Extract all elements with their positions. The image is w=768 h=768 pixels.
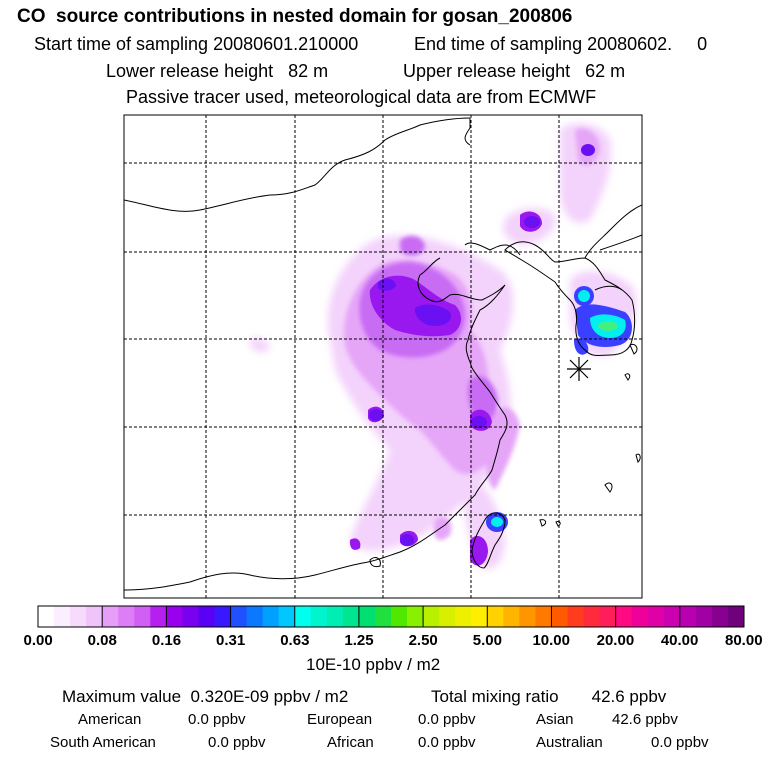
colorbar-unit: 10E-10 ppbv / m2 — [306, 655, 441, 674]
plume-korea-green — [598, 321, 618, 331]
colorbar-swatch — [471, 606, 488, 627]
american-value: 0.0 ppbv — [188, 711, 246, 728]
colorbar-swatch — [294, 606, 312, 627]
start-time-label: Start time of sampling 20080601.210000 — [34, 34, 359, 54]
colorbar-tick-label: 20.00 — [596, 632, 635, 649]
colorbar-tick-label: 0.63 — [280, 632, 310, 649]
colorbar-swatch — [166, 606, 183, 627]
colorbar-swatch — [503, 606, 520, 627]
colorbar-swatch — [391, 606, 408, 627]
south-american-value: 0.0 ppbv — [208, 734, 266, 751]
colorbar-swatch — [439, 606, 456, 627]
asian-value: 42.6 ppbv — [612, 711, 678, 728]
colorbar-swatch — [102, 606, 119, 627]
colorbar-swatch — [711, 606, 729, 627]
colorbar-swatch — [407, 606, 424, 627]
colorbar-swatch — [567, 606, 585, 627]
african-value: 0.0 ppbv — [418, 734, 476, 751]
colorbar-swatch — [663, 606, 681, 627]
colorbar-swatch — [246, 606, 264, 627]
colorbar-tick-label: 40.00 — [660, 632, 699, 649]
colorbar-swatch — [230, 606, 248, 627]
european-label: European — [307, 711, 373, 728]
colorbar-swatch — [519, 606, 536, 627]
colorbar-swatch — [647, 606, 665, 627]
coastlines — [124, 117, 642, 591]
colorbar-swatch — [551, 606, 568, 627]
colorbar-swatch — [198, 606, 215, 627]
tracer-note: Passive tracer used, meteorological data… — [126, 87, 597, 107]
receptor-marker-icon — [567, 357, 591, 381]
colorbar-swatch — [278, 606, 296, 627]
colorbar-tick-label: 0.31 — [216, 632, 246, 649]
lower-release-label: Lower release height 82 m — [106, 61, 329, 81]
colorbar-tick-label: 10.00 — [532, 632, 570, 649]
colorbar-swatch — [631, 606, 649, 627]
colorbar-swatch — [583, 606, 601, 627]
colorbar-swatch — [118, 606, 135, 627]
colorbar-swatch — [214, 606, 232, 627]
plume-layer — [250, 123, 637, 569]
colorbar-swatch — [262, 606, 280, 627]
colorbar-swatch — [695, 606, 713, 627]
australian-label: Australian — [536, 734, 603, 751]
colorbar-swatch — [535, 606, 552, 627]
end-time-label: End time of sampling 20080602. 0 — [414, 34, 708, 54]
colorbar-tick-label: 80.00 — [725, 632, 763, 649]
colorbar-swatch — [342, 606, 360, 627]
colorbar-swatch — [727, 606, 745, 627]
colorbar-swatch — [679, 606, 697, 627]
colorbar-tick-label: 0.08 — [87, 632, 117, 649]
colorbar-swatch — [599, 606, 617, 627]
colorbar-swatch — [38, 606, 55, 627]
chart-title: CO source contributions in nested domain… — [17, 6, 573, 27]
total-mixing-ratio: Total mixing ratio 42.6 ppbv — [431, 687, 667, 706]
colorbar-swatch — [150, 606, 167, 627]
colorbar-tick-label: 1.25 — [344, 632, 374, 649]
colorbar-tick-label: 5.00 — [472, 632, 502, 649]
upper-release-label: Upper release height 62 m — [403, 61, 626, 81]
colorbar-swatch — [358, 606, 376, 627]
map-frame — [123, 114, 643, 599]
colorbar-tick-label: 0.16 — [151, 632, 182, 649]
african-label: African — [327, 734, 374, 751]
colorbar-swatch — [487, 606, 504, 627]
colorbar-swatch — [423, 606, 440, 627]
colorbar — [37, 605, 745, 628]
european-value: 0.0 ppbv — [418, 711, 476, 728]
south-american-label: South American — [50, 734, 156, 751]
asian-label: Asian — [536, 711, 574, 728]
american-label: American — [78, 711, 142, 728]
colorbar-swatch — [310, 606, 328, 627]
colorbar-swatch — [70, 606, 87, 627]
colorbar-swatch — [374, 606, 392, 627]
australian-value: 0.0 ppbv — [651, 734, 709, 751]
colorbar-swatch — [86, 606, 103, 627]
colorbar-swatch — [134, 606, 151, 627]
colorbar-ticks — [37, 606, 745, 627]
colorbar-swatch — [54, 606, 71, 627]
colorbar-swatch — [326, 606, 344, 627]
grid-lines — [124, 115, 642, 598]
colorbar-swatch — [615, 606, 633, 627]
max-value-label: Maximum value 0.320E-09 ppbv / m2 — [62, 687, 349, 706]
colorbar-tick-label: 0.00 — [23, 632, 53, 649]
colorbar-swatch — [455, 606, 472, 627]
colorbar-tick-label: 2.50 — [408, 632, 438, 649]
colorbar-swatch — [182, 606, 199, 627]
